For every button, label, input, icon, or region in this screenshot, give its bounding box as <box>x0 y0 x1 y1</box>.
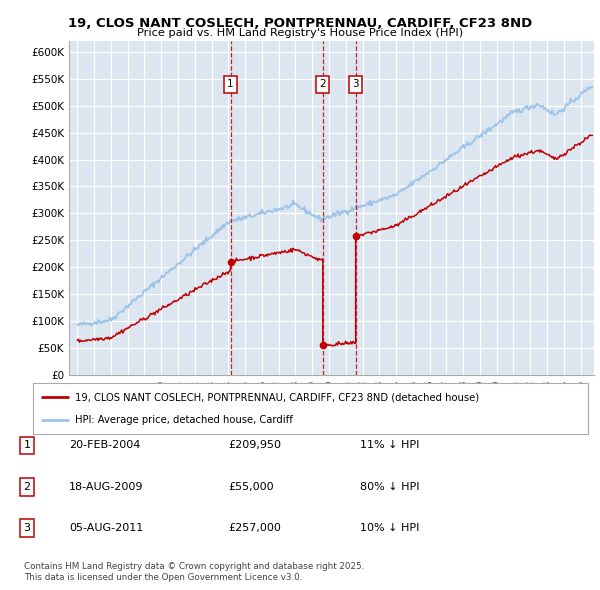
Text: £209,950: £209,950 <box>228 441 281 450</box>
Text: 3: 3 <box>23 523 31 533</box>
Text: 1: 1 <box>227 79 234 89</box>
Text: Contains HM Land Registry data © Crown copyright and database right 2025.
This d: Contains HM Land Registry data © Crown c… <box>24 562 364 582</box>
Text: 80% ↓ HPI: 80% ↓ HPI <box>360 482 419 491</box>
Text: 1: 1 <box>23 441 31 450</box>
Text: £55,000: £55,000 <box>228 482 274 491</box>
Text: HPI: Average price, detached house, Cardiff: HPI: Average price, detached house, Card… <box>74 415 293 425</box>
Text: 2: 2 <box>319 79 326 89</box>
Text: 18-AUG-2009: 18-AUG-2009 <box>69 482 143 491</box>
Text: 20-FEB-2004: 20-FEB-2004 <box>69 441 140 450</box>
Text: £257,000: £257,000 <box>228 523 281 533</box>
Text: 11% ↓ HPI: 11% ↓ HPI <box>360 441 419 450</box>
Text: 3: 3 <box>352 79 359 89</box>
Text: 19, CLOS NANT COSLECH, PONTPRENNAU, CARDIFF, CF23 8ND (detached house): 19, CLOS NANT COSLECH, PONTPRENNAU, CARD… <box>74 392 479 402</box>
Text: 19, CLOS NANT COSLECH, PONTPRENNAU, CARDIFF, CF23 8ND: 19, CLOS NANT COSLECH, PONTPRENNAU, CARD… <box>68 17 532 30</box>
Text: Price paid vs. HM Land Registry's House Price Index (HPI): Price paid vs. HM Land Registry's House … <box>137 28 463 38</box>
Text: 10% ↓ HPI: 10% ↓ HPI <box>360 523 419 533</box>
Text: 05-AUG-2011: 05-AUG-2011 <box>69 523 143 533</box>
Text: 2: 2 <box>23 482 31 491</box>
